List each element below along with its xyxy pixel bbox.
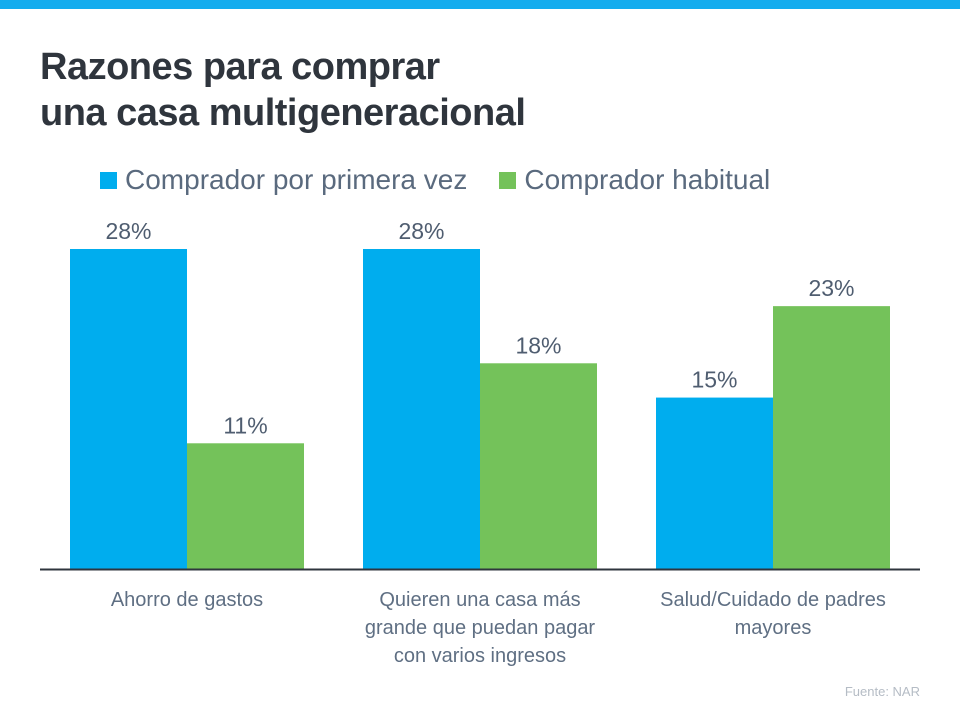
category-label-2-line-0: Salud/Cuidado de padres [660, 589, 886, 611]
category-label-2-line-1: mayores [735, 617, 812, 639]
legend-swatch-repeat-buyer [499, 171, 517, 189]
chart-title-line-2: una casa multigeneracional [40, 92, 526, 134]
bar-repeat-0 [187, 443, 304, 569]
data-label-first-time-2: 15% [691, 367, 737, 393]
bar-first-time-1 [363, 249, 480, 569]
data-label-first-time-0: 28% [105, 218, 151, 244]
data-label-repeat-2: 23% [808, 275, 854, 301]
top-accent-band [0, 0, 960, 9]
bar-repeat-2 [773, 306, 890, 569]
legend-label-repeat-buyer: Comprador habitual [524, 164, 771, 195]
category-label-1-line-1: grande que puedan pagar [365, 617, 596, 639]
source-note: Fuente: NAR [844, 684, 920, 699]
chart-title: Razones para comprar una casa multigener… [40, 44, 526, 136]
data-label-first-time-1: 28% [398, 218, 444, 244]
chart-title-line-1: Razones para comprar [40, 46, 440, 88]
bar-first-time-2 [656, 397, 773, 569]
legend-label-first-time-buyer: Comprador por primera vez [125, 164, 468, 195]
bar-repeat-1 [480, 363, 597, 569]
data-label-repeat-0: 11% [223, 412, 267, 438]
category-label-1-line-0: Quieren una casa más [379, 589, 580, 611]
bar-first-time-0 [70, 249, 187, 569]
category-label-0-line-0: Ahorro de gastos [111, 589, 263, 611]
legend-item-first-time-buyer: Comprador por primera vez [100, 164, 467, 196]
legend-swatch-first-time-buyer [100, 171, 117, 189]
data-label-repeat-1: 18% [515, 332, 561, 358]
category-label-1-line-2: con varios ingresos [394, 645, 566, 667]
legend: Comprador por primera vez Comprador habi… [100, 160, 770, 200]
legend-item-repeat-buyer: Comprador habitual [499, 164, 770, 196]
